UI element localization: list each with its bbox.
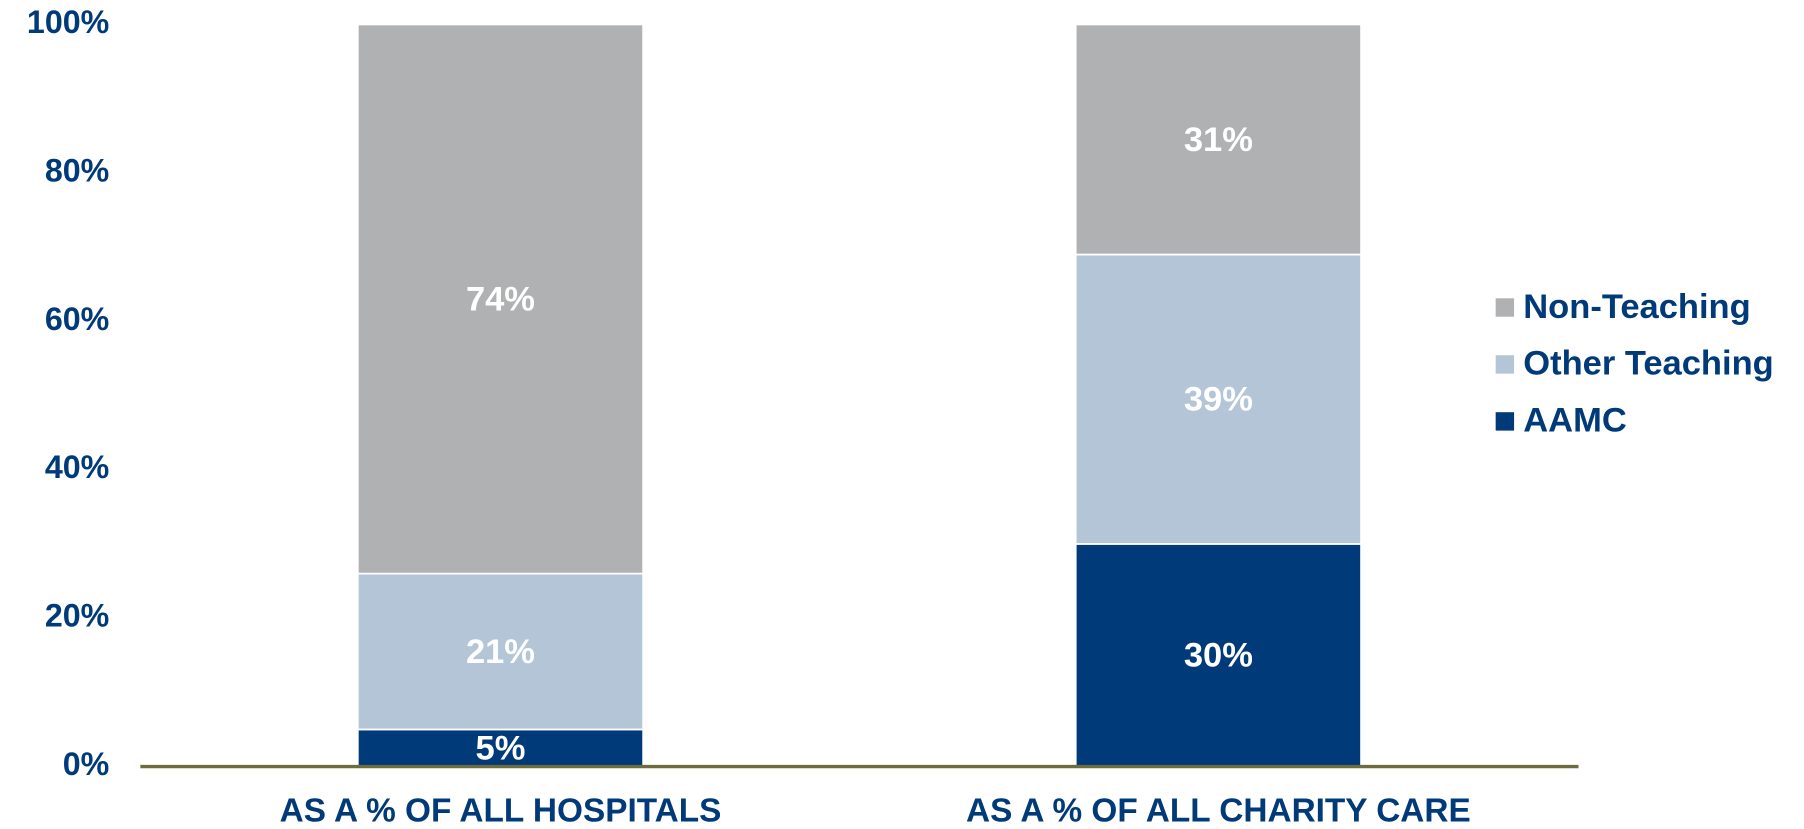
legend-swatch xyxy=(1495,298,1515,317)
x-tick-label: AS A % OF ALL HOSPITALS xyxy=(280,792,722,829)
value-label: 21% xyxy=(466,633,535,671)
legend-swatch xyxy=(1495,412,1515,431)
value-label: 74% xyxy=(466,280,535,318)
legend-label: Non-Teaching xyxy=(1523,288,1750,326)
bar-segment xyxy=(356,23,644,575)
y-tick-label: 20% xyxy=(45,598,109,634)
legend-swatch xyxy=(1495,355,1515,374)
value-label: 30% xyxy=(1184,637,1253,675)
value-label: 39% xyxy=(1184,381,1253,419)
legend-label: AAMC xyxy=(1523,402,1626,440)
y-tick-label: 60% xyxy=(45,301,109,337)
bar-segment xyxy=(356,728,644,768)
y-tick-label: 100% xyxy=(27,4,109,40)
value-label: 5% xyxy=(476,729,526,767)
bar-segment xyxy=(1074,253,1362,545)
y-tick-label: 80% xyxy=(45,152,109,188)
bar-segment xyxy=(1074,23,1362,256)
value-label: 31% xyxy=(1184,121,1253,159)
bar-segment xyxy=(1074,543,1362,768)
y-tick-label: 0% xyxy=(63,746,110,782)
bar-segment xyxy=(356,572,644,731)
x-tick-label: AS A % OF ALL CHARITY CARE xyxy=(966,792,1471,829)
legend-label: Other Teaching xyxy=(1523,345,1773,383)
y-tick-label: 40% xyxy=(45,449,109,485)
